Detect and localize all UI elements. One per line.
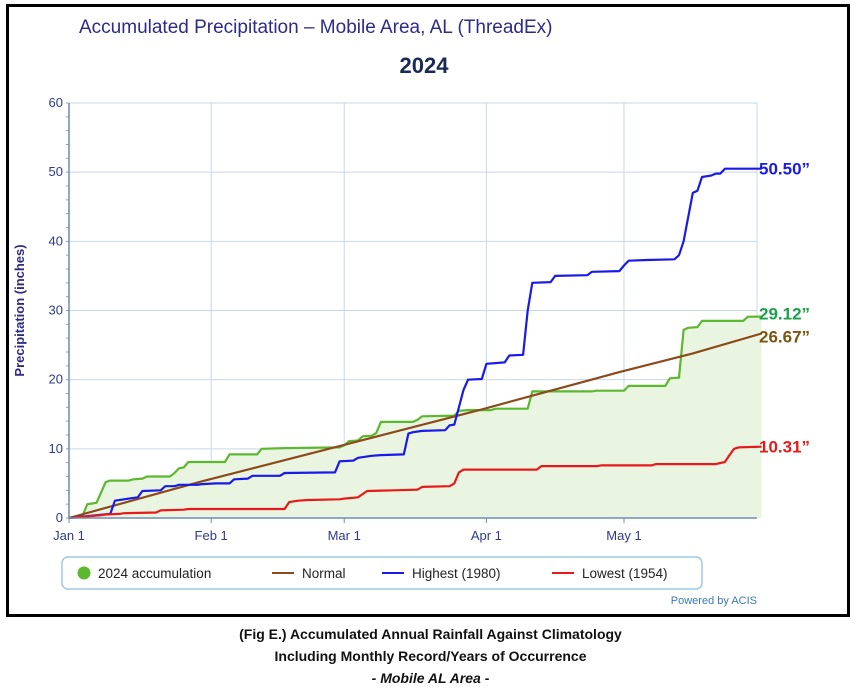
y-tick-label: 60 <box>49 95 63 110</box>
x-tick-label: Apr 1 <box>471 528 502 543</box>
legend-label: 2024 accumulation <box>98 566 211 581</box>
end-value-label: 50.50” <box>759 160 810 179</box>
y-tick-label: 50 <box>49 164 63 179</box>
series-line-3 <box>68 445 762 520</box>
y-axis-label: Precipitation (inches) <box>12 244 27 376</box>
precipitation-chart: Accumulated Precipitation – Mobile Area,… <box>12 17 810 607</box>
legend-label: Highest (1980) <box>412 566 501 581</box>
credit-text: Powered by ACIS <box>671 595 757 607</box>
y-tick-label: 0 <box>56 510 63 525</box>
chart-frame: Accumulated Precipitation – Mobile Area,… <box>6 4 850 617</box>
y-tick-label: 30 <box>49 303 63 318</box>
y-tick-label: 20 <box>49 372 63 387</box>
x-tick-label: Mar 1 <box>328 528 361 543</box>
x-tick-label: Feb 1 <box>195 528 228 543</box>
x-tick-label: Jan 1 <box>53 528 85 543</box>
legend-label: Normal <box>302 566 346 581</box>
series-line-1 <box>68 332 762 520</box>
x-tick-label: May 1 <box>606 528 641 543</box>
end-value-label: 26.67” <box>759 328 810 347</box>
caption-line-3: - Mobile AL Area - <box>371 670 490 686</box>
series-area-2024 <box>69 316 762 518</box>
end-value-label: 29.12” <box>759 305 810 324</box>
chart-subtitle: 2024 <box>400 53 450 78</box>
end-value-label: 10.31” <box>759 438 810 457</box>
legend-label: Lowest (1954) <box>582 566 668 581</box>
legend-marker-2024 <box>77 566 91 580</box>
y-tick-label: 10 <box>49 441 63 456</box>
series-line-2 <box>68 167 762 520</box>
caption-line-1: (Fig E.) Accumulated Annual Rainfall Aga… <box>239 626 622 642</box>
series-line-0 <box>68 315 762 520</box>
caption-line-2: Including Monthly Record/Years of Occurr… <box>274 648 587 664</box>
y-tick-label: 40 <box>49 233 63 248</box>
chart-title: Accumulated Precipitation – Mobile Area,… <box>79 17 552 38</box>
